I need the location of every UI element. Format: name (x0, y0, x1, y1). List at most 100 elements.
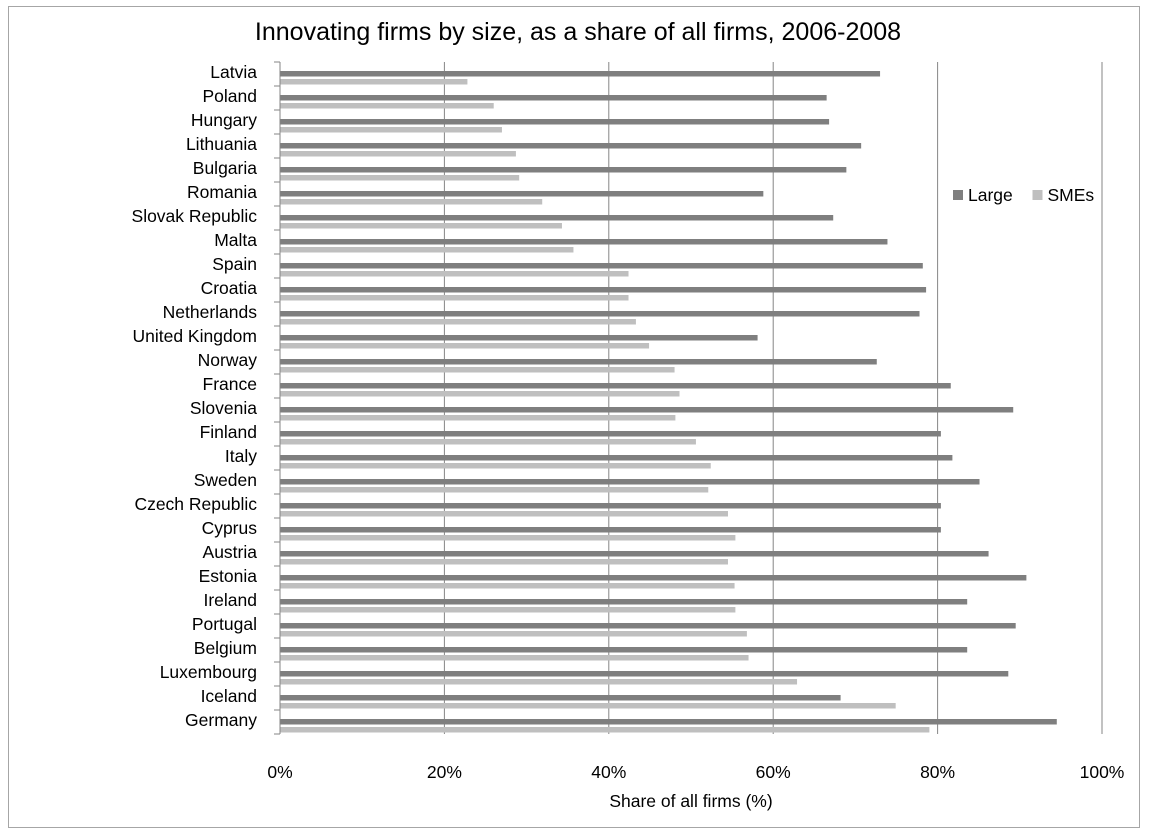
legend: Large SMEs (953, 185, 1094, 205)
bar-large-netherlands (280, 311, 920, 317)
category-label: Finland (200, 422, 257, 442)
legend-swatch-smes (1032, 190, 1043, 200)
bar-large-ireland (280, 599, 968, 605)
bar-smes-slovenia (280, 415, 676, 421)
category-label: Croatia (201, 278, 258, 298)
category-label: Lithuania (186, 134, 257, 154)
category-label: Ireland (203, 590, 257, 610)
category-labels: Latvia Poland Hungary Lithuania Bulgaria Roma… (132, 62, 258, 730)
bar-large-cyprus (280, 527, 941, 533)
bar-smes-portugal (280, 631, 747, 637)
bar-smes-spain (280, 271, 629, 277)
bar-large-italy (280, 455, 953, 461)
category-label: Luxembourg (160, 662, 257, 682)
category-label: Cyprus (202, 518, 258, 538)
bar-smes-italy (280, 463, 711, 469)
bar-smes-lithuania (280, 151, 516, 157)
category-label: Spain (212, 254, 257, 274)
bar-large-sweden (280, 479, 980, 485)
category-label: Norway (198, 350, 258, 370)
category-label: Poland (203, 86, 258, 106)
category-label: Iceland (201, 686, 257, 706)
bar-large-romania (280, 191, 764, 197)
legend-swatch-large (953, 190, 963, 200)
bar-smes-germany (280, 727, 930, 733)
x-tick-label: 100% (1080, 762, 1125, 782)
bar-large-austria (280, 551, 989, 557)
category-label: Romania (187, 182, 257, 202)
bar-smes-ireland (280, 607, 736, 613)
x-tick-label: 60% (756, 762, 791, 782)
axes (274, 61, 281, 735)
category-label: Portugal (192, 614, 257, 634)
legend-label: Large (968, 185, 1013, 205)
bar-smes-poland (280, 103, 494, 109)
bar-large-latvia (280, 71, 881, 77)
bar-smes-united-kingdom (280, 343, 650, 349)
category-label: Belgium (194, 638, 257, 658)
bar-large-slovenia (280, 407, 1014, 413)
bar-large-slovak-republic (280, 215, 834, 221)
bar-smes-iceland (280, 703, 896, 709)
category-label: Hungary (191, 110, 257, 130)
x-tick-label: 0% (267, 762, 292, 782)
bar-smes-norway (280, 367, 675, 373)
category-label: Netherlands (163, 302, 258, 322)
category-label: Malta (214, 230, 257, 250)
category-label: Estonia (199, 566, 258, 586)
category-label: Sweden (194, 470, 257, 490)
bar-large-germany (280, 719, 1057, 725)
bar-smes-netherlands (280, 319, 636, 325)
bar-large-croatia (280, 287, 927, 293)
bar-large-iceland (280, 695, 841, 701)
bar-smes-belgium (280, 655, 749, 661)
bar-large-luxembourg (280, 671, 1009, 677)
category-label: France (203, 374, 257, 394)
bar-smes-romania (280, 199, 543, 205)
bar-large-malta (280, 239, 888, 245)
bar-smes-bulgaria (280, 175, 520, 181)
x-tick-labels: 0% 20% 40% 60% 80% 100% (267, 762, 1124, 782)
bars (280, 71, 1057, 733)
bar-large-united-kingdom (280, 335, 758, 341)
bar-smes-sweden (280, 487, 709, 493)
category-label: Latvia (210, 62, 257, 82)
category-label: Austria (203, 542, 258, 562)
bar-large-france (280, 383, 951, 389)
bar-large-portugal (280, 623, 1016, 629)
bar-large-norway (280, 359, 877, 365)
category-label: Italy (225, 446, 257, 466)
bar-smes-croatia (280, 295, 629, 301)
bar-smes-latvia (280, 79, 468, 85)
x-tick-label: 80% (920, 762, 955, 782)
bar-large-poland (280, 95, 827, 101)
bar-smes-luxembourg (280, 679, 798, 685)
category-label: United Kingdom (132, 326, 257, 346)
bar-large-belgium (280, 647, 968, 653)
x-axis-title: Share of all firms (%) (609, 791, 772, 811)
bar-smes-austria (280, 559, 728, 565)
bar-smes-czech-republic (280, 511, 728, 517)
bar-large-finland (280, 431, 941, 437)
category-label: Slovak Republic (132, 206, 258, 226)
bar-large-czech-republic (280, 503, 941, 509)
gridlines (443, 62, 1103, 734)
x-tick-label: 40% (591, 762, 626, 782)
bar-large-estonia (280, 575, 1027, 581)
bar-smes-slovak-republic (280, 223, 562, 229)
bar-smes-malta (280, 247, 574, 253)
category-label: Slovenia (190, 398, 257, 418)
bar-smes-estonia (280, 583, 735, 589)
bar-smes-finland (280, 439, 696, 445)
bar-smes-cyprus (280, 535, 736, 541)
category-label: Czech Republic (134, 494, 257, 514)
bar-smes-france (280, 391, 680, 397)
bar-large-lithuania (280, 143, 862, 149)
chart-title: Innovating firms by size, as a share of … (255, 18, 901, 46)
category-label: Bulgaria (193, 158, 257, 178)
bar-large-spain (280, 263, 923, 269)
bar-large-bulgaria (280, 167, 847, 173)
bar-large-hungary (280, 119, 830, 125)
x-tick-label: 20% (427, 762, 462, 782)
